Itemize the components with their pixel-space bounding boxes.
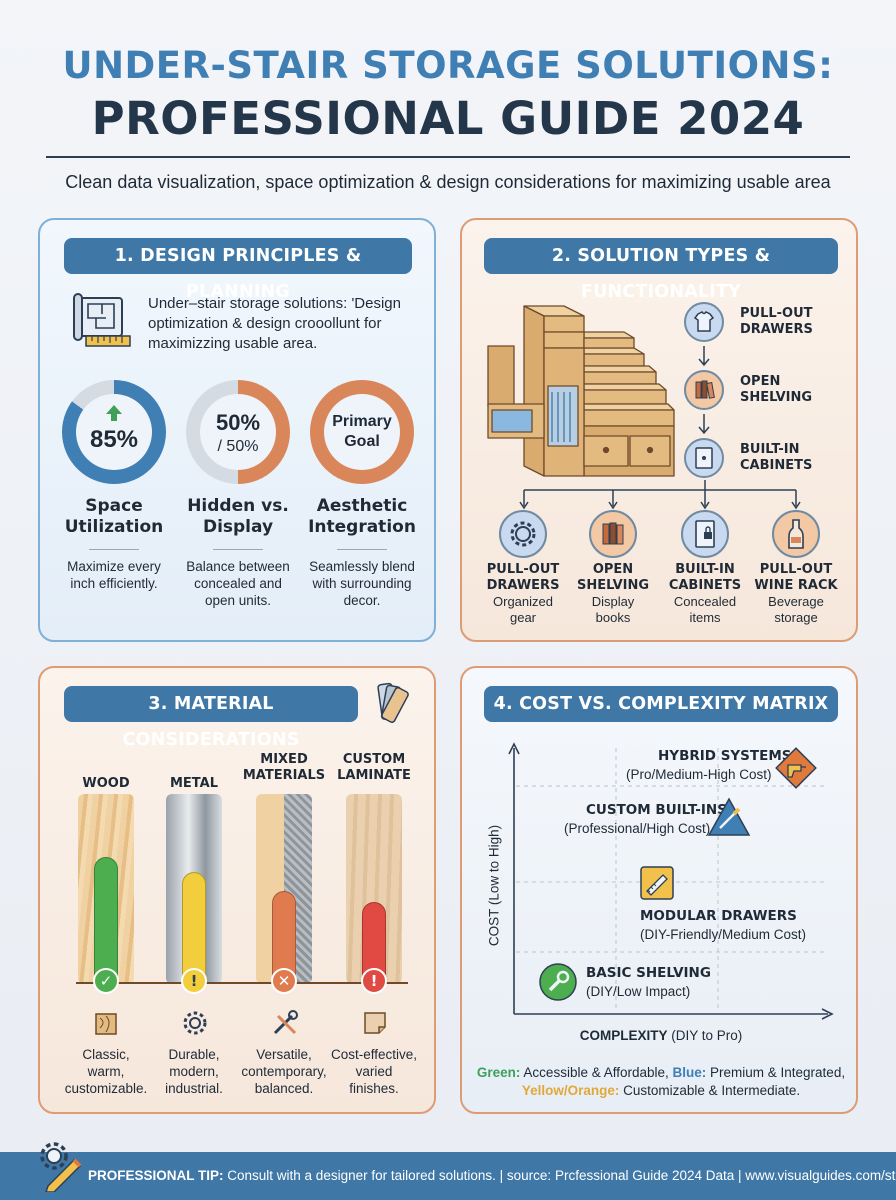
branch-title: BUILT-IN CABINETS <box>668 562 742 593</box>
footer-text: PROFESSIONAL TIP: Consult with a designe… <box>88 1168 896 1183</box>
panel-solution-types: 2. SOLUTION TYPES & FUNCTIONALITY <box>460 218 858 642</box>
divider <box>213 549 263 550</box>
baseline <box>76 982 408 984</box>
drill-icon <box>775 747 817 789</box>
material-level-bar <box>182 872 206 982</box>
stat-label: Hidden vs. Display <box>187 496 289 537</box>
branch-title: OPEN SHELVING <box>576 562 650 593</box>
item-sub: (DIY-Friendly/Medium Cost) <box>640 927 807 942</box>
gear-icon <box>499 510 547 558</box>
material-chart: WOOD METAL MIXED MATERIALS CUSTOM LAMINATE… <box>40 668 438 1116</box>
item-sub: (DIY/Low Impact) <box>586 984 691 999</box>
y-axis-label: COST (Low to High) <box>486 824 502 947</box>
stat-value: Primary <box>332 413 392 430</box>
books-icon <box>589 510 637 558</box>
laminate-sheet-icon <box>364 1012 386 1034</box>
title-line-1: UNDER-STAIR STORAGE SOLUTIONS: <box>62 44 834 87</box>
branch-desc: Beverage storage <box>768 594 824 625</box>
wrench-icon <box>539 963 577 1001</box>
stat-sub: / 50% <box>217 438 259 455</box>
status-warning-icon: ! <box>361 968 387 994</box>
material-desc: Classic, warm, customizable. <box>64 1047 148 1096</box>
panel-design-principles: 1. DESIGN PRINCIPLES & PLANNING Under–st… <box>38 218 436 642</box>
cabinet-icon <box>684 438 724 478</box>
divider <box>337 549 387 550</box>
status-check-icon: ✓ <box>93 968 119 994</box>
branch-desc: Concealed items <box>673 594 737 625</box>
screwdriver-icon <box>707 797 751 836</box>
item-title: HYBRID SYSTEMS <box>658 748 792 764</box>
panel-material-considerations: 3. MATERIAL CONSIDERATIONS WOOD METAL MI… <box>38 666 436 1114</box>
status-cross-icon: ✕ <box>271 968 297 994</box>
branch-title: PULL-OUT DRAWERS <box>486 562 560 593</box>
flow-label: BUILT-IN CABINETS <box>740 442 813 473</box>
item-title: CUSTOM BUILT-INS <box>586 802 727 818</box>
panel-heading: 1. DESIGN PRINCIPLES & PLANNING <box>64 238 412 302</box>
hidden-display-ring <box>186 380 290 484</box>
item-sub: (Pro/Medium-High Cost) <box>626 767 772 782</box>
stat-label: Space Utilization <box>64 496 164 537</box>
gear-pencil-icon <box>40 1142 82 1192</box>
books-icon <box>684 370 724 410</box>
legend-line-2: Yellow/Orange: Customizable & Intermedia… <box>521 1083 801 1098</box>
subtitle: Clean data visualization, space optimiza… <box>65 172 831 192</box>
swatch-icon <box>377 682 409 723</box>
material-name: WOOD <box>82 776 130 791</box>
stat-label: Aesthetic Integration <box>308 496 416 537</box>
material-name: CUSTOM LAMINATE <box>337 752 411 783</box>
title-divider <box>46 156 850 158</box>
material-level-bar <box>94 857 118 982</box>
material-name: MIXED MATERIALS <box>242 752 326 783</box>
material-level-bar <box>272 891 296 982</box>
panel-cost-complexity-matrix: 4. COST VS. COMPLEXITY MATRIX COST (Low … <box>460 666 858 1114</box>
stat-description: Maximize every inch efficiently. <box>67 559 161 591</box>
aesthetic-ring <box>310 380 414 484</box>
cabinet-lock-icon <box>681 510 729 558</box>
stat-value: 50% <box>215 410 261 435</box>
stat-description: Seamlessly blend with surrounding decor. <box>309 559 415 608</box>
legend-line-1: Green: Accessible & Affordable, Blue: Pr… <box>476 1065 846 1080</box>
panel-heading: 3. MATERIAL CONSIDERATIONS <box>64 686 358 750</box>
arrow-up-icon <box>106 405 122 421</box>
material-name: METAL <box>169 776 219 791</box>
staircase-illustration <box>487 305 675 477</box>
tools-icon <box>273 1010 298 1035</box>
branch-connector <box>519 480 801 510</box>
stat-sub: Goal <box>344 433 380 450</box>
status-warning-icon: ! <box>181 968 207 994</box>
branch-desc: Organized gear <box>493 594 553 625</box>
branch-desc: Display books <box>591 594 635 625</box>
flow-label: OPEN SHELVING <box>740 374 813 405</box>
material-desc: Durable, modern, industrial. <box>165 1047 223 1096</box>
arrow-down-icon <box>698 414 710 435</box>
x-axis-label: COMPLEXITY (DIY to Pro) <box>579 1028 743 1043</box>
material-desc: Cost-effective, varied finishes. <box>330 1047 418 1096</box>
gear-icon <box>183 1011 207 1035</box>
saw-icon <box>640 866 674 900</box>
item-sub: (Professional/High Cost) <box>564 821 711 836</box>
wine-bottle-icon <box>772 510 820 558</box>
divider <box>89 549 139 550</box>
blueprint-icon <box>73 293 131 347</box>
panel-heading: 2. SOLUTION TYPES & FUNCTIONALITY <box>484 238 838 302</box>
intro-text: Under–stair storage solutions: 'Design o… <box>148 295 401 352</box>
wood-plank-icon <box>95 1013 117 1035</box>
panel-heading: 4. COST VS. COMPLEXITY MATRIX <box>484 686 838 722</box>
flow-label: PULL-OUT DRAWERS <box>740 306 813 337</box>
item-title: BASIC SHELVING <box>586 965 711 981</box>
title-line-2: PROFESSIONAL GUIDE 2024 <box>91 92 805 145</box>
footer-bar: PROFESSIONAL TIP: Consult with a designe… <box>0 1142 896 1200</box>
arrow-down-icon <box>698 346 710 367</box>
stat-value: 85% <box>89 426 139 453</box>
branch-title: PULL-OUT WINE RACK <box>754 562 838 593</box>
shirt-icon <box>684 302 724 342</box>
material-desc: Versatile, contemporary, balanced. <box>241 1047 327 1096</box>
item-title: MODULAR DRAWERS <box>640 908 797 924</box>
stat-description: Balance between concealed and open units. <box>186 559 290 608</box>
